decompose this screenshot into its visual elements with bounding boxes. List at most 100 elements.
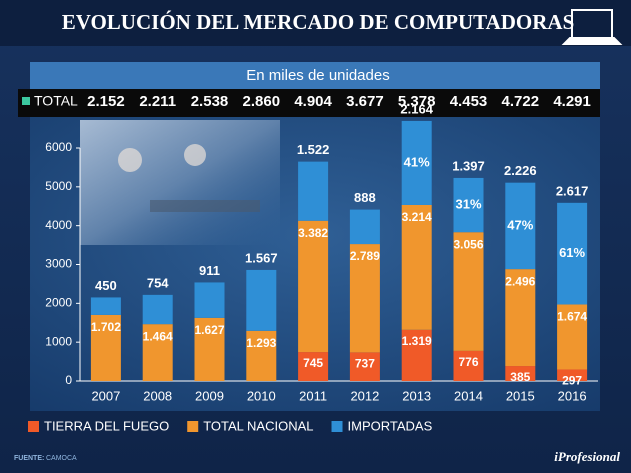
bar-segment	[557, 304, 588, 370]
value-label: 1.293	[246, 336, 276, 350]
share-label: 41%	[404, 154, 430, 169]
bar-segment	[90, 297, 121, 315]
share-label: 31%	[455, 197, 481, 212]
value-label: 754	[147, 275, 169, 290]
value-label: 776	[458, 355, 478, 369]
legend-swatch	[28, 421, 39, 432]
bar-segment	[505, 269, 536, 367]
total-label: 3.677	[346, 93, 384, 110]
bar-segment	[298, 220, 329, 353]
bar-segment	[246, 269, 277, 331]
value-label: 2.789	[350, 249, 380, 263]
value-label: 745	[303, 356, 323, 370]
value-label: 3.056	[453, 237, 483, 251]
bar-segment	[194, 317, 225, 381]
subtitle-bar	[30, 62, 600, 89]
bar-segment	[90, 314, 121, 381]
value-label: 2.617	[556, 183, 589, 198]
bar-segment	[142, 324, 173, 381]
bar-segment	[453, 177, 484, 233]
x-tick-label: 2014	[454, 388, 483, 403]
value-label: 1.397	[452, 158, 485, 173]
source-label: FUENTE:	[14, 455, 44, 462]
totals-bar	[18, 89, 600, 117]
x-tick-label: 2016	[558, 388, 587, 403]
x-tick-label: 2015	[506, 388, 535, 403]
bar-segment	[401, 204, 432, 330]
y-tick-label: 5000	[45, 179, 72, 193]
x-tick-label: 2009	[195, 388, 224, 403]
value-label: 1.702	[91, 320, 121, 334]
value-label: 297	[562, 374, 582, 388]
share-label: 61%	[559, 245, 585, 260]
value-label: 2.226	[504, 163, 537, 178]
total-label: 2.538	[191, 93, 229, 110]
x-tick-label: 2013	[402, 388, 431, 403]
y-tick-label: 2000	[45, 296, 72, 310]
total-label: 4.722	[502, 93, 540, 110]
legend-label: IMPORTADAS	[348, 418, 433, 433]
value-label: 1.464	[143, 329, 173, 343]
value-label: 1.567	[245, 250, 278, 265]
bar-segment	[298, 161, 329, 221]
legend-swatch	[187, 421, 199, 432]
subtitle: En miles de unidades	[246, 67, 389, 84]
x-tick-label: 2008	[143, 388, 172, 403]
x-tick-label: 2012	[350, 388, 379, 403]
bar-segment	[349, 244, 380, 353]
value-label: 2.496	[505, 274, 535, 288]
bar-segment	[298, 352, 329, 381]
bar-segment	[349, 352, 380, 381]
totals-marker	[22, 97, 30, 105]
value-label: 2.164	[400, 101, 433, 116]
total-label: 2.152	[87, 93, 125, 110]
bar-segment	[505, 182, 536, 270]
y-tick-label: 1000	[45, 334, 72, 348]
brand: iProfesional	[554, 449, 620, 464]
bar-segment	[142, 294, 173, 325]
totals-label: TOTAL	[34, 93, 78, 109]
value-label: 3.214	[402, 210, 432, 224]
bar-segment	[194, 282, 225, 318]
bar-segment	[453, 232, 484, 351]
legend-label: TOTAL NACIONAL	[203, 418, 313, 433]
total-label: 4.453	[450, 93, 488, 110]
bar-segment	[505, 366, 536, 381]
bar-segment	[557, 369, 588, 381]
bar-segment	[557, 202, 588, 305]
bar-segment	[401, 329, 432, 381]
value-label: 1.522	[297, 142, 330, 157]
value-label: 450	[95, 278, 117, 293]
bar-segment	[246, 330, 277, 381]
y-tick-label: 3000	[45, 257, 72, 271]
total-label: 4.291	[553, 93, 591, 110]
total-label: 2.211	[139, 93, 176, 110]
y-tick-label: 6000	[45, 140, 72, 154]
source: CAMOCA	[46, 455, 77, 462]
laptop-icon	[561, 9, 623, 45]
value-label: 385	[510, 370, 530, 384]
total-label: 5.378	[398, 93, 436, 110]
x-tick-label: 2007	[91, 388, 120, 403]
total-label: 4.904	[294, 93, 332, 110]
y-tick-label: 4000	[45, 218, 72, 232]
value-label: 1.674	[557, 310, 587, 324]
x-tick-label: 2010	[247, 388, 276, 403]
value-label: 3.382	[298, 226, 328, 240]
share-label: 47%	[507, 217, 533, 232]
bar-segment	[401, 120, 432, 205]
value-label: 911	[199, 263, 220, 278]
value-label: 1.627	[194, 323, 224, 337]
value-label: 1.319	[402, 334, 432, 348]
legend-label: TIERRA DEL FUEGO	[44, 418, 169, 433]
title-bar	[0, 0, 631, 46]
total-label: 2.860	[243, 93, 281, 110]
photo	[80, 120, 280, 245]
legend-swatch	[331, 421, 343, 432]
y-tick-label: 0	[65, 373, 72, 387]
x-tick-label: 2011	[299, 388, 327, 403]
chart-title: EVOLUCIÓN DEL MERCADO DE COMPUTADORAS	[62, 10, 575, 34]
value-label: 737	[355, 357, 375, 371]
bar-segment	[349, 209, 380, 245]
